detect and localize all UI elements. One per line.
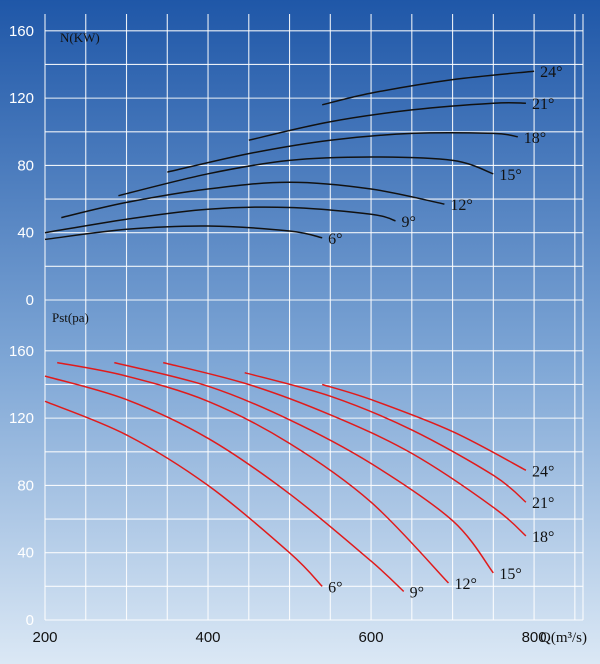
- pressure-curve-18deg: [163, 361, 527, 537]
- bottom-y-axis-label: Pst(pa): [52, 310, 89, 325]
- pressure-curve-9deg: [44, 375, 405, 592]
- pressure-curve-label: 12°: [455, 576, 477, 593]
- top-ytick-label: 160: [9, 23, 34, 40]
- x-tick-label: 200: [32, 629, 57, 646]
- label-layer: 0 40 80 120 160 0 40 80 120 160 200 400 600 800 N(KW) P…: [9, 23, 587, 646]
- pressure-curve-label: 18°: [532, 529, 554, 546]
- power-curve-label: 21°: [532, 96, 554, 113]
- power-curve-label: 24°: [540, 64, 562, 81]
- x-axis-label: Q(m³/s): [540, 630, 587, 646]
- x-tick-label: 400: [196, 629, 221, 646]
- pressure-curve-label: 21°: [532, 495, 554, 512]
- power-curve-label: 12°: [450, 197, 472, 214]
- power-curve-label: 6°: [328, 231, 342, 248]
- pressure-curve-15deg: [114, 361, 494, 574]
- top-y-axis-label: N(KW): [60, 30, 100, 45]
- bottom-ytick-label: 160: [9, 343, 34, 360]
- power-curve-15deg: [118, 156, 494, 197]
- power-curve-label: 9°: [402, 214, 416, 231]
- power-curve-9deg: [44, 206, 396, 234]
- power-curve-6deg: [44, 225, 323, 241]
- bottom-ytick-label: 0: [26, 612, 34, 629]
- power-curve-21deg: [248, 101, 526, 141]
- power-curve-18deg: [167, 132, 518, 173]
- top-ytick-label: 0: [26, 292, 34, 309]
- pressure-curve-label: 15°: [499, 566, 521, 583]
- pressure-curve-21deg: [244, 371, 527, 503]
- pressure-curve-label: 24°: [532, 463, 554, 480]
- power-curve-12deg: [61, 181, 445, 219]
- top-ytick-label: 40: [17, 225, 34, 242]
- curve-layer: [44, 70, 535, 592]
- top-ytick-label: 80: [17, 157, 34, 174]
- pressure-curve-6deg: [44, 400, 323, 587]
- bottom-ytick-label: 120: [9, 410, 34, 427]
- pressure-curve-12deg: [57, 361, 450, 584]
- power-curve-label: 15°: [499, 167, 521, 184]
- x-tick-label: 600: [359, 629, 384, 646]
- power-curve-24deg: [322, 70, 535, 106]
- x-tick-label: 800: [522, 629, 547, 646]
- top-ytick-label: 120: [9, 90, 34, 107]
- pressure-curve-label: 9°: [410, 584, 424, 601]
- bottom-ytick-label: 40: [17, 545, 34, 562]
- pressure-curve-24deg: [321, 383, 527, 471]
- power-curve-label: 18°: [524, 130, 546, 147]
- pressure-curve-label: 6°: [328, 579, 342, 596]
- bottom-ytick-label: 80: [17, 477, 34, 494]
